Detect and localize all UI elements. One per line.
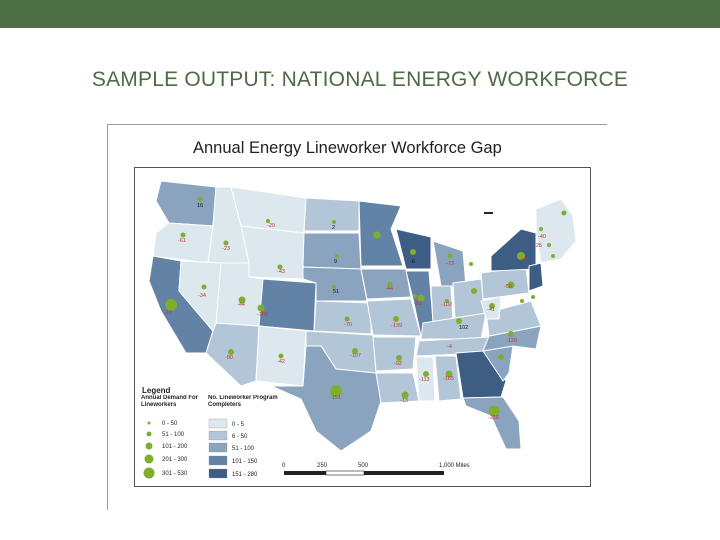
state-label: -44 (385, 286, 393, 292)
legend-program-header: No. Lineworker Program Completers (208, 395, 278, 408)
legend-swatch (208, 418, 228, 429)
legend-dot (147, 421, 151, 425)
legend-swatch (208, 442, 228, 453)
state-label: -41 (487, 307, 495, 313)
state-label: -4 (447, 344, 452, 350)
state-label: 16 (197, 203, 203, 209)
legend-swatch (208, 468, 228, 479)
state-label: 102 (459, 325, 468, 331)
legend-dot (145, 442, 153, 450)
state-louisiana (375, 372, 420, 404)
legend-demand-class: 0 - 50 (162, 421, 178, 427)
state-label: -23 (222, 246, 230, 252)
legend: Legend Annual Demand For Lineworkers No.… (141, 386, 278, 479)
state-label: -113 (419, 377, 430, 383)
state-texas (270, 345, 382, 452)
state-new-york (490, 228, 537, 272)
slide-title: SAMPLE OUTPUT: NATIONAL ENERGY WORKFORCE (91, 68, 629, 91)
state-label: -216 (488, 415, 499, 421)
state-label: -107 (350, 353, 361, 359)
state-label: -29 (267, 223, 275, 229)
state-pennsylvania (480, 266, 530, 300)
scale-tick: 0 (282, 463, 286, 469)
legend-demand-class: 51 - 100 (162, 432, 185, 438)
state-label: -139 (391, 323, 402, 329)
state-wyoming (240, 225, 305, 280)
demand-dots (165, 196, 567, 417)
state-label: 51 (333, 289, 339, 295)
figure-border-top (107, 124, 607, 125)
state-label: -102 (441, 302, 452, 308)
state-colorado (258, 278, 317, 332)
legend-demand-class: 101 - 200 (162, 444, 188, 450)
map-mark (484, 212, 493, 214)
state-value-labels: 16 -29 2 -61 -23 -43 9 -34 51 -6 -73 -44… (164, 203, 546, 421)
state-florida (462, 396, 522, 450)
legend-demand-class: 201 - 300 (162, 457, 188, 463)
state-label: -70 (344, 322, 352, 328)
legend-dot (146, 431, 152, 437)
state-georgia (455, 350, 507, 399)
state-label: -44 (237, 302, 245, 308)
state-label: -61 (178, 238, 186, 244)
state-ohio (452, 278, 487, 320)
state-label: -73 (446, 261, 454, 267)
state-label: -105 (257, 312, 268, 318)
map-title: Annual Energy Lineworker Workforce Gap (193, 139, 502, 157)
map-panel: 16 -29 2 -61 -23 -43 9 -34 51 -6 -73 -44… (134, 167, 591, 487)
legend-program-class: 101 - 150 (232, 459, 258, 465)
state-label: -34 (198, 293, 206, 299)
state-label: -10 (164, 310, 172, 316)
scale-tick: 500 (358, 463, 369, 469)
legend-title: Legend (142, 386, 171, 395)
state-label: -43 (277, 269, 285, 275)
legend-program-class: 6 - 50 (232, 434, 248, 440)
state-label: -13 (400, 398, 408, 404)
state-label: -92 (394, 361, 402, 367)
state-new-england (535, 198, 577, 264)
state-label: -6 (410, 259, 415, 265)
state-label: -40 (538, 234, 546, 240)
state-wisconsin (395, 228, 432, 270)
state-arkansas (372, 336, 417, 372)
state-minnesota (358, 200, 404, 267)
state-label: -42 (277, 359, 285, 365)
state-label: 9 (334, 259, 337, 265)
scale-bar: 0 250 500 1,000 Miles (282, 463, 470, 476)
state-mississippi (415, 356, 436, 402)
legend-program-class: 151 - 280 (232, 472, 258, 478)
state-label: -82 (519, 258, 527, 264)
state-north-dakota (303, 197, 360, 232)
state-label: -52 (414, 301, 422, 307)
state-label: -151 (330, 395, 341, 401)
state-alabama (434, 355, 462, 402)
state-label: -50 (504, 284, 512, 290)
state-washington (155, 180, 217, 227)
state-label: 2 (332, 225, 335, 231)
state-south-dakota (302, 232, 362, 270)
legend-demand-header: Annual Demand For Lineworkers (141, 395, 199, 408)
legend-program-class: 0 - 5 (232, 422, 245, 428)
scale-tick: 250 (317, 463, 328, 469)
legend-swatch (208, 455, 228, 466)
state-label: -25 (534, 243, 542, 249)
state-label: -165 (443, 376, 454, 382)
legend-demand-class: 301 - 530 (162, 471, 188, 477)
us-map-svg: 16 -29 2 -61 -23 -43 9 -34 51 -6 -73 -44… (141, 180, 577, 479)
state-iowa (360, 268, 412, 300)
state-label: -80 (225, 355, 233, 361)
figure-border-left (107, 124, 108, 510)
legend-dot (143, 467, 155, 479)
state-new-jersey (528, 262, 544, 292)
legend-swatch (208, 430, 228, 441)
state-oregon (152, 222, 214, 264)
state-label: -120 (506, 338, 517, 344)
top-banner (0, 0, 720, 28)
legend-program-class: 51 - 100 (232, 446, 255, 452)
legend-dot (144, 454, 154, 464)
state-kansas (313, 300, 372, 335)
scale-tick: 1,000 Miles (439, 463, 470, 469)
